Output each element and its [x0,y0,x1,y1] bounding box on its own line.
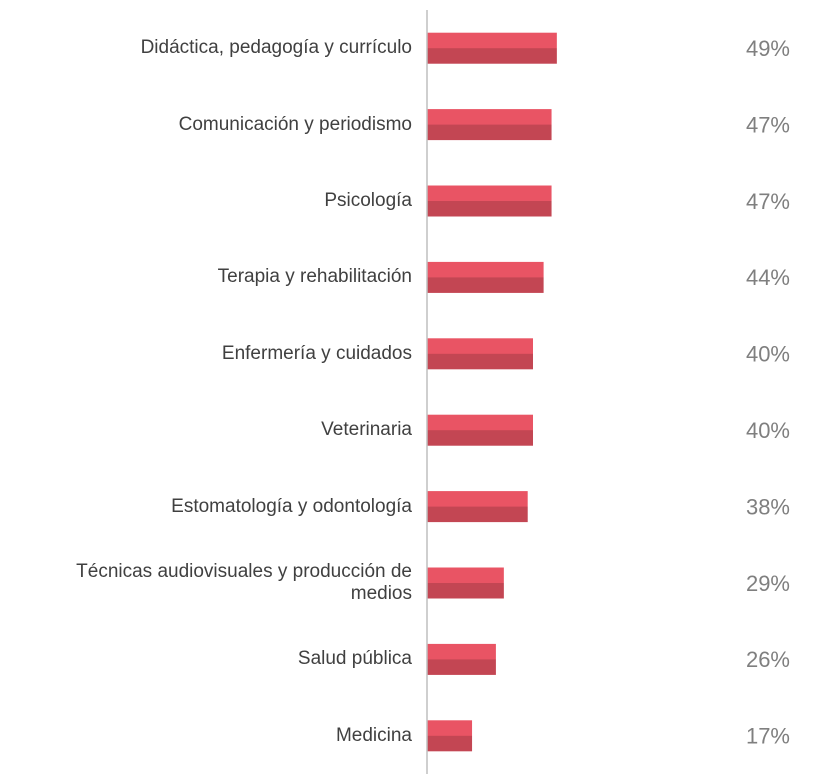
bar [427,185,552,217]
category-label-box: Técnicas audiovisuales y producción de m… [76,560,412,604]
bar-shade [427,659,496,675]
category-label: Medicina [335,724,412,746]
bar [427,567,504,599]
category-label-box: Enfermería y cuidados [221,342,412,364]
category-label: Salud pública [297,648,412,670]
bar [427,338,533,370]
category-label: Psicología [324,189,412,211]
bar-shade [427,201,552,217]
bar-shade [427,583,504,599]
value-label: 40% [746,418,790,443]
category-label-box: Veterinaria [321,419,412,441]
category-label-box: Psicología [324,189,412,211]
bar [427,109,552,141]
bar-shade [427,735,473,752]
value-label: 26% [746,647,790,672]
value-label: 47% [746,189,790,214]
value-label: 47% [746,112,790,137]
category-label-box: Salud pública [297,648,412,670]
bar [427,261,544,293]
bar-shade [427,48,557,64]
category-label-box: Terapia y rehabilitación [217,266,412,288]
bar-shade [427,124,552,141]
value-label: 49% [746,36,790,61]
value-label: 44% [746,265,790,290]
value-label: 17% [746,724,790,749]
category-label-box: Comunicación y periodismo [178,113,412,135]
bar-shade [427,353,533,370]
bar [427,643,496,675]
bar-shade [427,506,528,523]
category-label: Comunicación y periodismo [178,113,412,135]
bar-shade [427,430,533,446]
category-label: Veterinaria [321,419,412,441]
bar [427,491,528,523]
category-label-box: Estomatología y odontología [171,495,412,517]
category-label-box: Didáctica, pedagogía y currículo [140,37,412,59]
value-label: 29% [746,571,790,596]
value-label: 40% [746,342,790,367]
bar-shade [427,277,544,293]
category-label: Terapia y rehabilitación [217,266,412,288]
category-label: Enfermería y cuidados [221,342,412,364]
bar [427,32,557,64]
bar [427,414,533,446]
category-label: Estomatología y odontología [171,495,412,517]
bar [427,720,473,752]
category-label-box: Medicina [335,724,412,746]
category-label: Didáctica, pedagogía y currículo [140,37,412,59]
value-label: 38% [746,494,790,519]
category-label: Técnicas audiovisuales y producción de m… [76,560,412,604]
